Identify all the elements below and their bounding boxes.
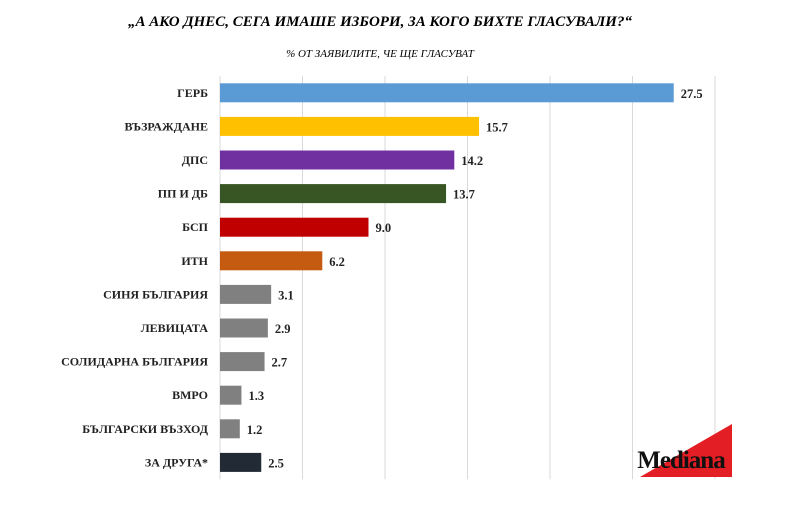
value-label: 3.1 (278, 288, 294, 302)
bar (220, 385, 242, 405)
bar (220, 184, 447, 204)
value-label: 2.9 (275, 322, 291, 336)
bar (220, 251, 323, 271)
category-label: ВЪЗРАЖДАНЕ (125, 119, 208, 133)
value-label: 1.3 (248, 389, 264, 403)
category-label: ЗА ДРУГА* (145, 455, 208, 469)
bar (220, 217, 369, 237)
gridlines (219, 76, 716, 480)
value-label: 1.2 (247, 423, 263, 437)
logo-text: Mediana (637, 447, 725, 474)
category-label: СИНЯ БЪЛГАРИЯ (103, 287, 208, 301)
value-label: 27.5 (681, 87, 703, 101)
category-label: ИТН (181, 254, 208, 268)
bar (220, 150, 455, 170)
bar (220, 419, 240, 439)
chart-title: „А АКО ДНЕС, СЕГА ИМАШЕ ИЗБОРИ, ЗА КОГО … (128, 14, 632, 30)
category-labels: ГЕРБ ВЪЗРАЖДАНЕ ДПС ПП И ДБ БСП ИТН СИНЯ БЪЛГА… (61, 86, 209, 470)
logo-red-triangle (640, 424, 732, 477)
category-label: ПП И ДБ (158, 187, 208, 201)
value-label: 15.7 (486, 120, 508, 134)
category-label: ВМРО (172, 388, 208, 402)
bar (220, 83, 674, 103)
value-label: 2.7 (272, 356, 288, 370)
value-label: 6.2 (329, 255, 345, 269)
bar (220, 116, 480, 136)
mediana-logo: Mediana (630, 422, 732, 477)
value-label: 13.7 (453, 188, 475, 202)
category-label: ДПС (182, 153, 208, 167)
category-label: СОЛИДАРНА БЪЛГАРИЯ (61, 355, 208, 369)
value-label: 2.5 (268, 456, 284, 470)
bar (220, 352, 265, 372)
bar (220, 284, 272, 304)
chart-subtitle: % ОТ ЗАЯВИЛИТЕ, ЧЕ ЩЕ ГЛАСУВАТ (286, 48, 474, 60)
bar (220, 318, 268, 338)
category-label: ГЕРБ (177, 86, 208, 100)
category-label: БЪЛГАРСКИ ВЪЗХОД (82, 422, 208, 436)
value-label: 14.2 (461, 154, 483, 168)
value-label: 9.0 (376, 221, 392, 235)
category-label: БСП (182, 220, 209, 234)
bars (220, 83, 674, 472)
bar (220, 452, 262, 472)
value-labels: 27.5 15.7 14.2 13.7 9.0 6.2 3.1 2.9 2.7 1.3 1.2 2.5 (247, 87, 703, 471)
category-label: ЛЕВИЦАТА (141, 321, 209, 335)
